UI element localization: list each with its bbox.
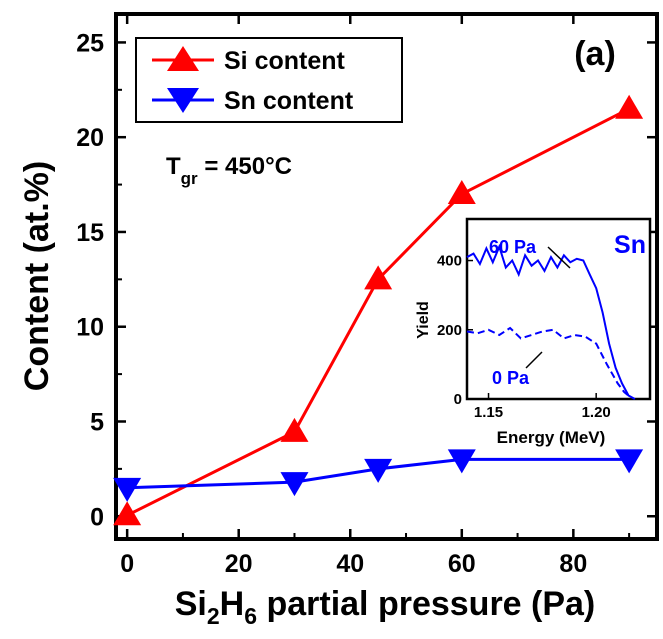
- inset-tick-labels: 1.15 1.20 0 200 400: [437, 253, 611, 421]
- legend-marker-si: [167, 46, 199, 71]
- inset-label-0pa-pointer: [525, 351, 543, 369]
- inset-y-axis-title: Yield: [415, 301, 432, 339]
- legend-label-si: Si content: [224, 47, 346, 75]
- inset-label-0pa: 0 Pa: [492, 368, 530, 388]
- x-tick-label: 80: [559, 550, 587, 578]
- x-tick-label: 20: [225, 550, 253, 578]
- legend-label-sn: Sn content: [224, 87, 354, 115]
- y-tick-label: 25: [76, 29, 104, 57]
- legend: Si content Sn content: [135, 37, 403, 123]
- y-tick-label: 5: [90, 408, 104, 436]
- x-axis-title: Si2H6 partial pressure (Pa): [175, 585, 596, 629]
- data-point-si: [280, 417, 309, 442]
- data-point-sn: [364, 458, 393, 483]
- legend-entry-si: Si content: [152, 46, 346, 75]
- main-series: [113, 94, 644, 526]
- x-tick-label: 40: [336, 550, 364, 578]
- inset-x-axis-title: Energy (MeV): [497, 428, 606, 447]
- legend-entry-sn: Sn content: [152, 87, 354, 115]
- data-point-sn: [615, 449, 644, 474]
- x-tick-label: 60: [448, 550, 476, 578]
- y-axis-title: Content (at.%): [18, 161, 56, 391]
- y-tick-label: 10: [76, 314, 104, 342]
- inset-y-tick-label: 200: [437, 322, 462, 339]
- plot-frame: [114, 12, 659, 541]
- inset-title: Sn: [614, 231, 646, 259]
- x-tick-label: 0: [120, 550, 134, 578]
- data-point-si: [113, 501, 142, 526]
- data-point-sn: [447, 449, 476, 474]
- main-ticks: [116, 14, 657, 539]
- panel-label: (a): [574, 35, 616, 73]
- main-tick-labels: 0 20 40 60 80 0 5 10 15 20 25: [76, 29, 587, 578]
- inset-series: [466, 243, 636, 400]
- inset-x-tick-label: 1.20: [582, 404, 611, 421]
- data-point-sn: [280, 472, 309, 497]
- data-point-si: [615, 94, 644, 119]
- inset-label-60pa-pointer: [547, 246, 571, 269]
- temperature-annotation: Tgr = 450°C: [166, 153, 292, 188]
- legend-marker-sn: [167, 88, 199, 113]
- data-point-si: [364, 265, 393, 290]
- y-tick-label: 20: [76, 124, 104, 152]
- inset-label-60pa: 60 Pa: [489, 237, 537, 257]
- inset-y-tick-label: 0: [454, 391, 462, 408]
- y-tick-label: 0: [90, 503, 104, 531]
- data-point-sn: [113, 477, 142, 502]
- inset-x-tick-label: 1.15: [474, 404, 503, 421]
- inset-ticks: [467, 259, 597, 400]
- data-point-si: [447, 180, 476, 205]
- y-tick-label: 15: [76, 219, 104, 247]
- inset-y-tick-label: 400: [437, 253, 462, 270]
- inset-series-60pa: [466, 243, 636, 400]
- inset-chart: 1.15 1.20 0 200 400 Sn 60 Pa 0 Pa Yield Ener…: [415, 217, 652, 447]
